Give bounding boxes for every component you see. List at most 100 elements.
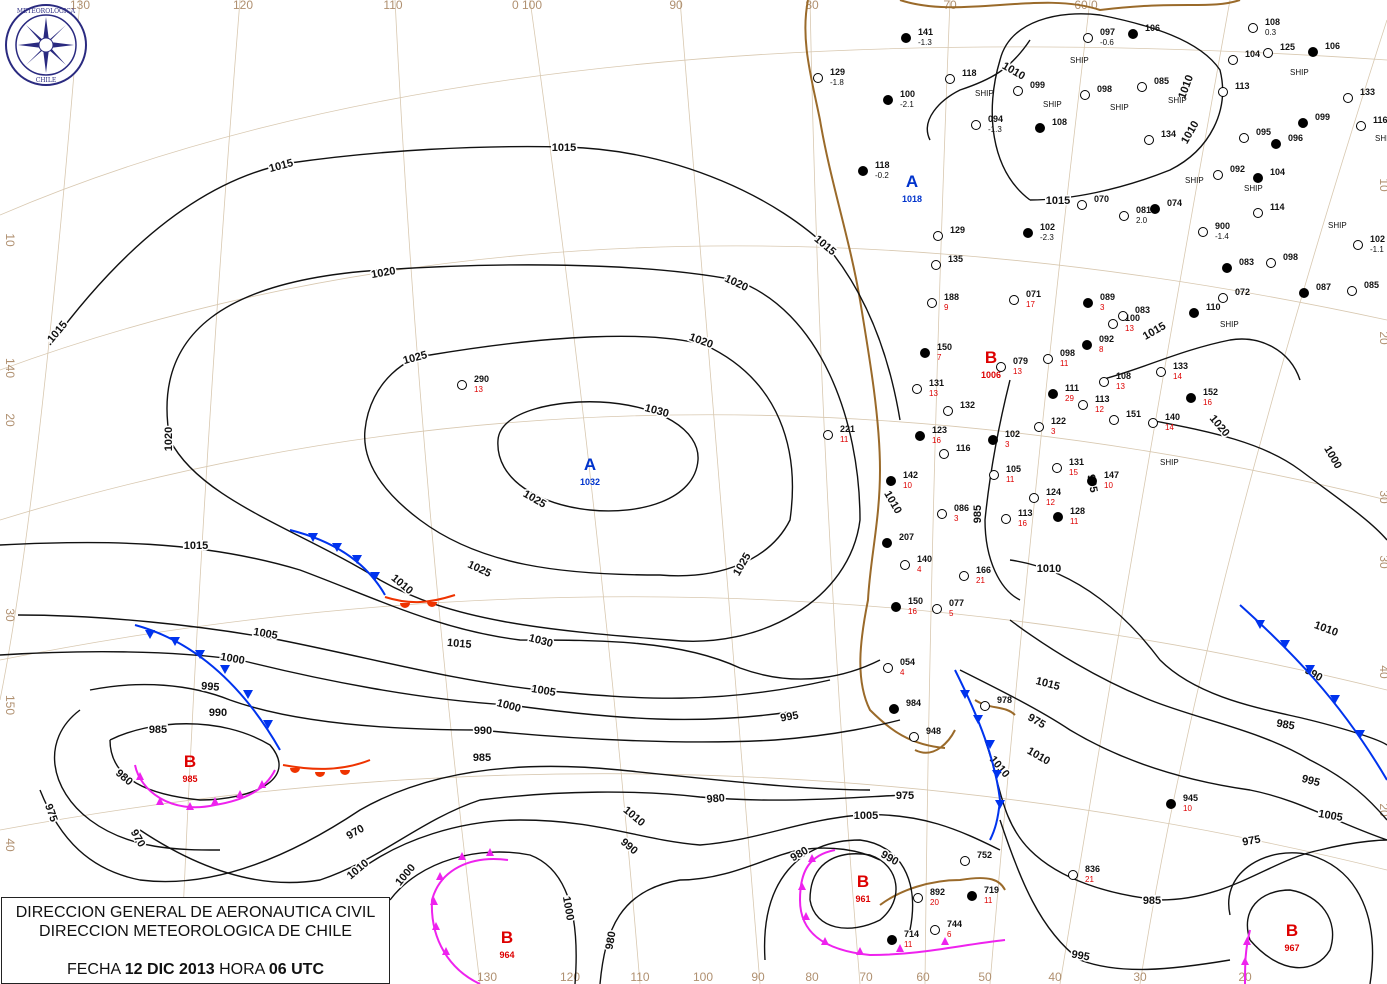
- station-pressure: 188: [944, 292, 959, 302]
- station-pressure: 100: [1125, 313, 1140, 323]
- station-circle-icon: [900, 560, 910, 570]
- station-plot: 116: [1356, 115, 1387, 131]
- station-plot: 102-2.3: [1023, 222, 1055, 242]
- occluded-front-triangle: [136, 772, 144, 780]
- grid-label-bottom: 90: [751, 970, 765, 984]
- isobar: [1149, 419, 1387, 541]
- isobar-label: 1030: [527, 632, 554, 650]
- cold-front-triangle: [145, 630, 155, 639]
- isobar: [359, 813, 1001, 871]
- cold-front: [134, 624, 281, 751]
- cold-front-triangle: [243, 690, 253, 699]
- station-plots: 141-1.3129-1.8118100-2.1094-1.3097-0.610…: [457, 17, 1387, 949]
- title-line-1: DIRECCION GENERAL DE AERONAUTICA CIVIL: [15, 904, 376, 921]
- station-value: -2.1: [900, 100, 914, 109]
- station-plot: 095: [1239, 127, 1271, 143]
- grid-label-left: 150: [3, 695, 17, 715]
- station-pressure: 105: [1006, 464, 1021, 474]
- station-pressure: 122: [1051, 416, 1066, 426]
- station-value: 16: [1203, 398, 1212, 407]
- station-plot: 106: [1308, 41, 1340, 57]
- isobar-label: 1010: [345, 857, 371, 882]
- station-plot: 118: [945, 68, 977, 84]
- station-circle-icon: [883, 95, 893, 105]
- grid-label-right: 20: [1377, 331, 1387, 345]
- cold-front-triangle: [995, 800, 1005, 809]
- isobar-label: 970: [128, 828, 148, 850]
- station-circle-icon: [920, 348, 930, 358]
- station-pressure: 108: [1116, 371, 1131, 381]
- cold-front-triangle: [332, 543, 342, 552]
- date-prefix: FECHA: [66, 961, 121, 978]
- isobar-label: 975: [896, 790, 914, 802]
- graticule-line: [1059, 0, 1231, 984]
- cold-front-triangle: [973, 715, 983, 724]
- station-plot: 083: [1222, 257, 1254, 273]
- pressure-center-letter: B: [985, 348, 997, 367]
- station-circle-icon: [858, 166, 868, 176]
- isobar-label: 1015: [1046, 195, 1070, 207]
- station-pressure: 948: [926, 726, 941, 736]
- station-pressure: 129: [950, 225, 965, 235]
- occluded-front-triangle: [1241, 957, 1249, 965]
- station-circle-icon: [933, 231, 943, 241]
- station-circle-icon: [1266, 258, 1276, 268]
- station-circle-icon: [927, 298, 937, 308]
- station-pressure: 070: [1094, 194, 1109, 204]
- warm-front-semicircle: [340, 770, 350, 775]
- station-circle-icon: [932, 604, 942, 614]
- coastline: [804, 0, 946, 749]
- station-pressure: 104: [1270, 167, 1285, 177]
- station-pressure: 207: [899, 532, 914, 542]
- graticule-line: [0, 773, 1387, 871]
- isobar-label: 995: [1300, 773, 1321, 789]
- ship-label: SHIP: [1168, 96, 1187, 105]
- station-value: 29: [1065, 394, 1074, 403]
- isobar-label: 1010: [881, 489, 904, 516]
- isobar: [959, 669, 1387, 841]
- grid-label-bottom: 130: [477, 970, 497, 984]
- station-circle-icon: [943, 406, 953, 416]
- station-pressure: 984: [906, 698, 921, 708]
- station-circle-icon: [980, 701, 990, 711]
- station-value: 20: [930, 898, 939, 907]
- isobar-label: 1005: [1317, 808, 1343, 824]
- isobar: [926, 39, 1031, 141]
- station-circle-icon: [915, 431, 925, 441]
- station-value: 7: [937, 353, 942, 362]
- station-pressure: 097: [1100, 27, 1115, 37]
- station-circle-icon: [1087, 476, 1097, 486]
- grid-label-right: 10: [1377, 178, 1387, 192]
- isobar-label: 985: [473, 752, 491, 764]
- station-value: 14: [1173, 372, 1182, 381]
- pressure-center-value: 964: [499, 950, 514, 960]
- station-plot: 135: [931, 254, 963, 270]
- grid-label-top: 130: [70, 0, 90, 12]
- station-pressure: 108: [1052, 117, 1067, 127]
- isobar-label: 1010: [1179, 119, 1202, 146]
- isobar: [984, 379, 1021, 601]
- grid-label-bottom: 100: [693, 970, 713, 984]
- isobar-label: 985: [149, 724, 167, 736]
- station-pressure: 054: [900, 657, 915, 667]
- station-pressure: 098: [1283, 252, 1298, 262]
- isobar: [53, 709, 221, 851]
- station-plot: 074: [1150, 198, 1182, 214]
- station-value: 3: [1005, 440, 1010, 449]
- grid-label-left: 10: [3, 233, 17, 247]
- station-circle-icon: [823, 430, 833, 440]
- cold-front-triangle: [992, 770, 1002, 779]
- isobar-label: 990: [879, 849, 901, 869]
- station-circle-icon: [1023, 228, 1033, 238]
- station-plot: 102-1.1: [1353, 234, 1385, 254]
- pressure-center-letter: A: [584, 455, 596, 474]
- station-pressure: 129: [830, 67, 845, 77]
- station-value: 15: [1069, 468, 1078, 477]
- station-plot: 100-2.1: [883, 89, 915, 109]
